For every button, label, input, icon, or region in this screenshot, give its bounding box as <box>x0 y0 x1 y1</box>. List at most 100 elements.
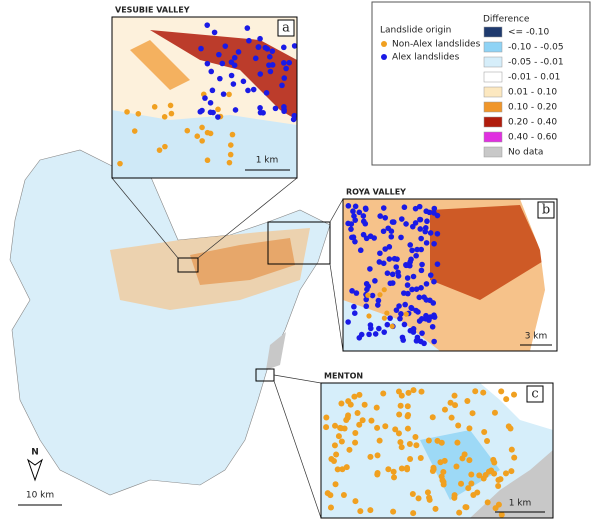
landslide-dot <box>381 287 387 293</box>
legend-label: -0.10 - -0.05 <box>508 43 564 53</box>
landslide-dot <box>466 457 473 464</box>
legend-label: Alex landslides <box>392 53 460 63</box>
landslide-dot <box>407 242 414 248</box>
landslide-dot <box>331 442 338 449</box>
landslide-dot <box>222 43 229 49</box>
landslide-dot <box>374 452 381 459</box>
legend-label: 0.20 - 0.40 <box>508 118 557 128</box>
inset-c <box>321 383 553 518</box>
landslide-dot <box>414 246 420 253</box>
landslide-dot <box>431 240 437 247</box>
landslide-dot <box>418 388 425 395</box>
landslide-dot <box>431 205 438 212</box>
landslide-dot <box>252 55 259 62</box>
landslide-dot <box>455 422 462 429</box>
landslide-dot <box>431 278 437 285</box>
landslide-dot <box>372 278 378 284</box>
landslide-dot <box>281 75 288 81</box>
landslide-dot <box>423 208 430 215</box>
landslide-dot <box>352 439 359 446</box>
landslide-dot <box>232 107 239 113</box>
landslide-dot <box>491 409 498 416</box>
landslide-dot <box>332 422 339 429</box>
panel-letter: c <box>531 387 538 402</box>
landslide-dot <box>416 318 423 324</box>
landslide-dot <box>184 127 191 134</box>
landslide-dot <box>401 204 408 211</box>
landslide-dot <box>434 261 441 267</box>
landslide-dot <box>458 480 465 487</box>
landslide-dot <box>387 315 393 321</box>
landslide-dot <box>219 60 226 67</box>
landslide-dot <box>484 499 491 506</box>
landslide-dot <box>363 296 369 303</box>
landslide-dot <box>359 417 366 424</box>
legend-swatch <box>483 26 503 38</box>
landslide-dot <box>398 392 405 399</box>
landslide-dot <box>423 281 430 287</box>
landslide-dot <box>323 414 330 421</box>
landslide-dot <box>403 262 409 268</box>
landslide-dot <box>194 133 201 139</box>
landslide-dot <box>367 507 374 514</box>
landslide-dot <box>356 391 363 398</box>
landslide-dot <box>202 95 208 101</box>
scale-label: 1 km <box>256 156 279 166</box>
landslide-dot <box>345 203 352 209</box>
landslide-dot <box>349 288 355 294</box>
landslide-dot <box>245 87 251 94</box>
landslide-dot <box>400 337 407 343</box>
landslide-dot <box>357 508 364 515</box>
landslide-dot <box>497 476 504 483</box>
landslide-dot <box>281 108 287 115</box>
zoom-box <box>267 221 331 265</box>
landslide-dot <box>327 504 334 511</box>
landslide-dot <box>375 302 381 308</box>
landslide-dot <box>502 470 509 477</box>
landslide-dot <box>432 505 439 512</box>
landslide-dot <box>406 441 413 448</box>
landslide-dot <box>204 157 211 164</box>
landslide-dot <box>441 406 448 413</box>
landslide-dot <box>447 399 454 406</box>
landslide-dot <box>429 323 436 330</box>
landslide-dot <box>418 246 425 253</box>
landslide-dot <box>340 492 347 499</box>
landslide-dot <box>413 307 419 314</box>
landslide-dot <box>162 143 168 150</box>
landslide-dot <box>263 90 270 96</box>
legend: Non-Alex landslides Alex landslides <= -0.… <box>381 26 564 158</box>
legend-swatch <box>483 131 503 143</box>
landslide-dot <box>367 266 373 272</box>
landslide-dot <box>335 433 342 440</box>
landslide-dot <box>198 45 204 52</box>
landslide-dot <box>418 267 425 274</box>
landslide-dot <box>361 401 368 408</box>
landslide-dot <box>352 203 359 210</box>
landslide-dot <box>466 425 473 432</box>
landslide-dot <box>227 151 234 158</box>
letter-box <box>526 385 544 403</box>
inset-frame <box>320 382 554 519</box>
landslide-dot <box>453 463 460 470</box>
landslide-dot <box>398 234 404 241</box>
landslide-dot <box>389 323 395 329</box>
landslide-dot <box>404 425 411 432</box>
landslide-dot <box>377 213 383 219</box>
letter-box <box>277 19 295 37</box>
landslide-dot <box>372 331 379 337</box>
landslide-dot <box>396 411 403 418</box>
landslide-dot <box>462 504 469 511</box>
landslide-dot <box>464 397 471 404</box>
landslide-dot <box>408 304 415 311</box>
landslide-dot <box>397 439 404 446</box>
landslide-dot <box>426 494 433 501</box>
landslide-dot <box>495 483 502 490</box>
landslide-dot <box>511 391 518 398</box>
landslide-dot <box>416 203 423 210</box>
landslide-dot <box>402 301 408 308</box>
landslide-dot <box>419 261 425 268</box>
landslide-dot <box>348 226 354 232</box>
landslide-dot <box>338 438 345 445</box>
legend-swatch <box>483 101 503 113</box>
